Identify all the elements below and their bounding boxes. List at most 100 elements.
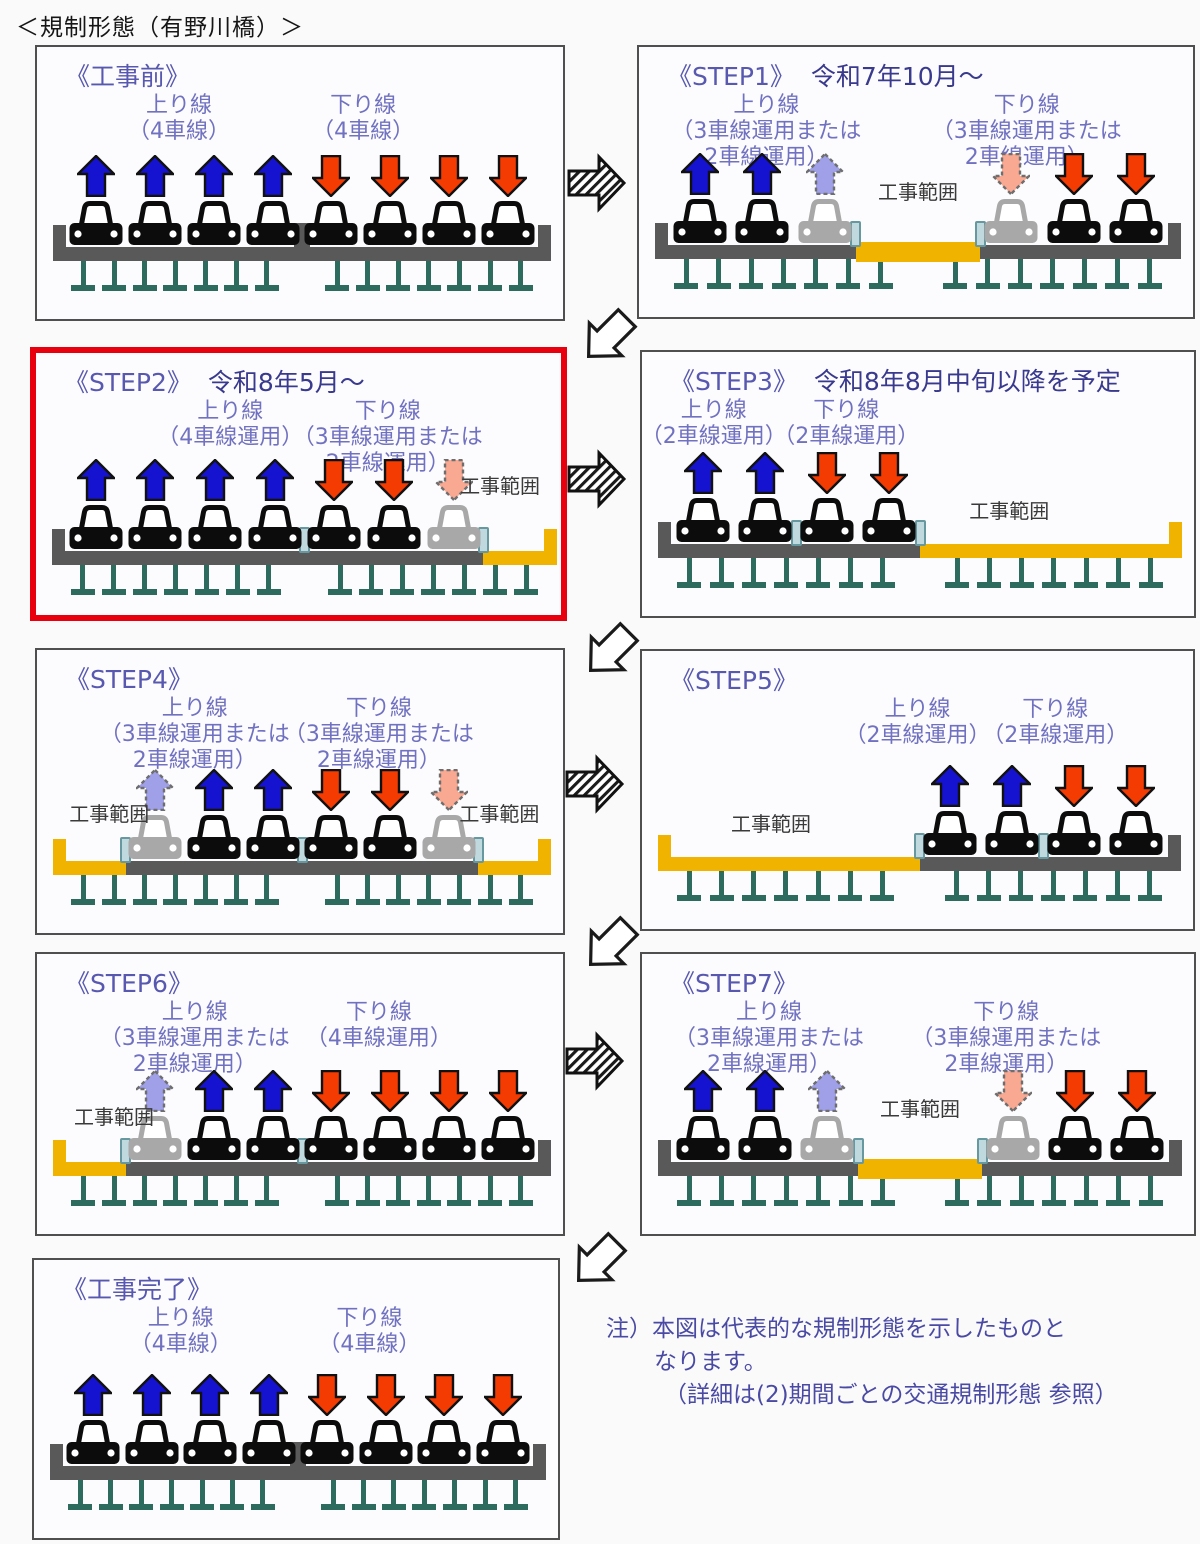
down-traffic-arrow-icon xyxy=(310,1069,353,1113)
bridge-pier-foot xyxy=(225,589,250,595)
lane-car xyxy=(734,199,790,249)
bridge-pier-foot xyxy=(351,1504,376,1510)
lane-car xyxy=(480,1116,536,1166)
bridge-pier-foot xyxy=(1008,895,1033,901)
bridge-pier-foot xyxy=(483,589,508,595)
lane-car xyxy=(737,498,793,548)
lane-car xyxy=(245,201,301,251)
car-icon xyxy=(304,815,358,859)
lane-car xyxy=(127,201,183,251)
bridge-pier-foot xyxy=(508,899,533,905)
car-icon xyxy=(923,811,977,855)
lane-direction-arrow xyxy=(1114,152,1157,199)
bridge-pier xyxy=(368,565,374,589)
car-icon xyxy=(676,1116,730,1160)
lane-car xyxy=(124,1420,180,1470)
flow-arrow-down-left-icon xyxy=(560,1228,634,1300)
panel-header: 《STEP3》 令和8年8月中旬以降を予定 xyxy=(670,362,1121,398)
car-icon xyxy=(128,1116,182,1160)
bridge-pier-foot xyxy=(163,589,188,595)
panel-header: 《STEP6》 xyxy=(65,964,193,1000)
bridge-pier-foot xyxy=(473,1504,498,1510)
construction-zone-label: 工事範囲 xyxy=(731,812,811,836)
bridge-pier xyxy=(751,1176,757,1200)
up-traffic-arrow-icon xyxy=(130,1373,173,1417)
deck-upturn-right xyxy=(533,1444,546,1480)
down-lane-label: 下り線 （4車線） xyxy=(318,1306,421,1357)
bridge-pier-foot xyxy=(193,285,218,291)
down-traffic-arrow-icon xyxy=(369,154,412,198)
up-lane-label: 上り線 （4車線） xyxy=(128,93,231,144)
lane-car xyxy=(303,1116,359,1166)
construction-zone-label: 工事範囲 xyxy=(878,180,958,204)
car-icon xyxy=(735,199,789,243)
lane-car xyxy=(416,1420,472,1470)
bridge-pier-foot xyxy=(386,1200,411,1206)
bridge-pier xyxy=(848,1176,854,1200)
deck-upturn-right xyxy=(1168,223,1181,259)
panel-header: 《STEP7》 xyxy=(670,964,798,1000)
bridge-pier xyxy=(1115,1176,1121,1200)
lane-direction-arrow xyxy=(1053,764,1096,811)
bridge-pier-foot xyxy=(945,1200,970,1206)
deck-upturn-right xyxy=(538,1140,551,1176)
panel-header: 《STEP4》 xyxy=(65,660,193,696)
lane-car xyxy=(983,199,1039,249)
car-icon xyxy=(304,201,358,245)
bridge-pier xyxy=(1083,1176,1089,1200)
step-label: 《STEP1》 xyxy=(667,62,795,91)
bridge-pier-foot xyxy=(254,899,279,905)
flow-arrow-right-icon xyxy=(564,1030,626,1096)
bridge-pier xyxy=(80,875,86,899)
bridge-pier-foot xyxy=(1138,582,1163,588)
car-icon xyxy=(125,1420,179,1464)
bridge-pier-foot xyxy=(803,283,828,289)
bridge-pier-foot xyxy=(250,1504,275,1510)
bridge-pier-foot xyxy=(98,1504,123,1510)
lane-car xyxy=(358,1420,414,1470)
bridge-pier-foot xyxy=(945,582,970,588)
bridge-pier-foot xyxy=(355,285,380,291)
lane-car xyxy=(303,201,359,251)
panel-header: 《STEP1》 令和7年10月～ xyxy=(667,57,984,93)
deck-segment xyxy=(125,1162,537,1176)
lane-car xyxy=(186,201,242,251)
lane-direction-arrow xyxy=(253,458,296,505)
up-traffic-arrow-icon xyxy=(192,768,235,812)
bridge-pier-foot xyxy=(709,582,734,588)
bridge-pier xyxy=(492,565,498,589)
down-traffic-arrow-icon xyxy=(1115,764,1157,808)
bridge-pier xyxy=(173,565,179,589)
bridge-pier-foot xyxy=(386,899,411,905)
flow-arrow-down-left-icon xyxy=(572,618,646,690)
bridge-pier xyxy=(1114,259,1120,283)
bridge-pier xyxy=(683,259,689,283)
bridge-pier-foot xyxy=(508,285,533,291)
bridge-pier xyxy=(421,1480,427,1504)
panel-step7: 《STEP7》 上り線 （3車線運用または 2車線運用） 下り線 （3車線運用または 2車線… xyxy=(640,952,1196,1236)
bridge-pier xyxy=(365,261,371,285)
bridge-pier xyxy=(1083,558,1089,582)
car-icon xyxy=(427,505,481,549)
lane-car xyxy=(362,1116,418,1166)
bridge-pier xyxy=(783,1176,789,1200)
down-traffic-arrow-icon xyxy=(868,451,910,495)
car-icon xyxy=(248,505,302,549)
car-icon xyxy=(183,1420,237,1464)
car-icon xyxy=(798,199,852,243)
down-traffic-arrow-icon xyxy=(427,768,470,812)
bridge-pier-foot xyxy=(1137,895,1162,901)
lane-direction-arrow xyxy=(364,1373,407,1420)
bridge-pier-foot xyxy=(838,582,863,588)
bridge-pier xyxy=(395,1176,401,1200)
panel-step4: 《STEP4》 上り線 （3車線運用または 2車線運用） 下り線 （3車線運用または 2車線… xyxy=(35,648,565,935)
down-traffic-arrow-icon xyxy=(369,1069,412,1113)
down-traffic-arrow-icon xyxy=(990,152,1033,196)
up-lane-label: 上り線 （2車線運用） xyxy=(844,697,991,748)
up-traffic-arrow-icon xyxy=(991,764,1034,808)
construction-zone-label: 工事範囲 xyxy=(969,499,1050,523)
lane-car xyxy=(306,505,362,555)
bridge-pier xyxy=(513,1480,519,1504)
lane-direction-arrow xyxy=(481,1373,524,1420)
bridge-pier-foot xyxy=(355,1200,380,1206)
